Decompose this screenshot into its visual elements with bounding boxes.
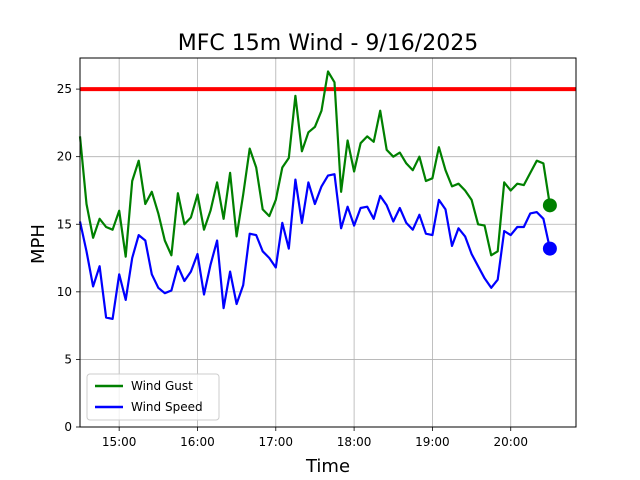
series-line-wind-gust — [78, 70, 551, 258]
x-axis-label: Time — [305, 456, 350, 477]
x-tick-label: 17:00 — [258, 435, 293, 449]
last-point-wind-speed — [542, 241, 557, 256]
y-axis-label: MPH — [28, 224, 49, 264]
legend-label-gust: Wind Gust — [131, 379, 193, 393]
plot-frame — [79, 57, 577, 428]
x-tick-label: 16:00 — [180, 435, 215, 449]
x-tick-label: 18:00 — [337, 435, 372, 449]
y-tick-label: 0 — [64, 420, 72, 434]
x-tick-label: 19:00 — [415, 435, 450, 449]
legend-label-speed: Wind Speed — [131, 400, 203, 414]
chart-title: MFC 15m Wind - 9/16/2025 — [178, 31, 478, 56]
y-tick-label: 15 — [57, 217, 72, 231]
axis-ticks: 15:00 16:00 17:00 18:00 19:00 20:00 0 5 10 15 20 25 — [57, 82, 528, 449]
last-point-wind-gust — [542, 198, 557, 213]
series-layer — [78, 70, 576, 320]
legend: Wind Gust Wind Speed — [86, 373, 220, 421]
x-tick-label: 15:00 — [102, 435, 137, 449]
y-tick-label: 25 — [57, 82, 72, 96]
series-line-wind-speed — [78, 173, 551, 320]
y-tick-label: 10 — [57, 285, 72, 299]
x-tick-label: 20:00 — [493, 435, 528, 449]
y-tick-label: 20 — [57, 150, 72, 164]
y-tick-label: 5 — [64, 352, 72, 366]
